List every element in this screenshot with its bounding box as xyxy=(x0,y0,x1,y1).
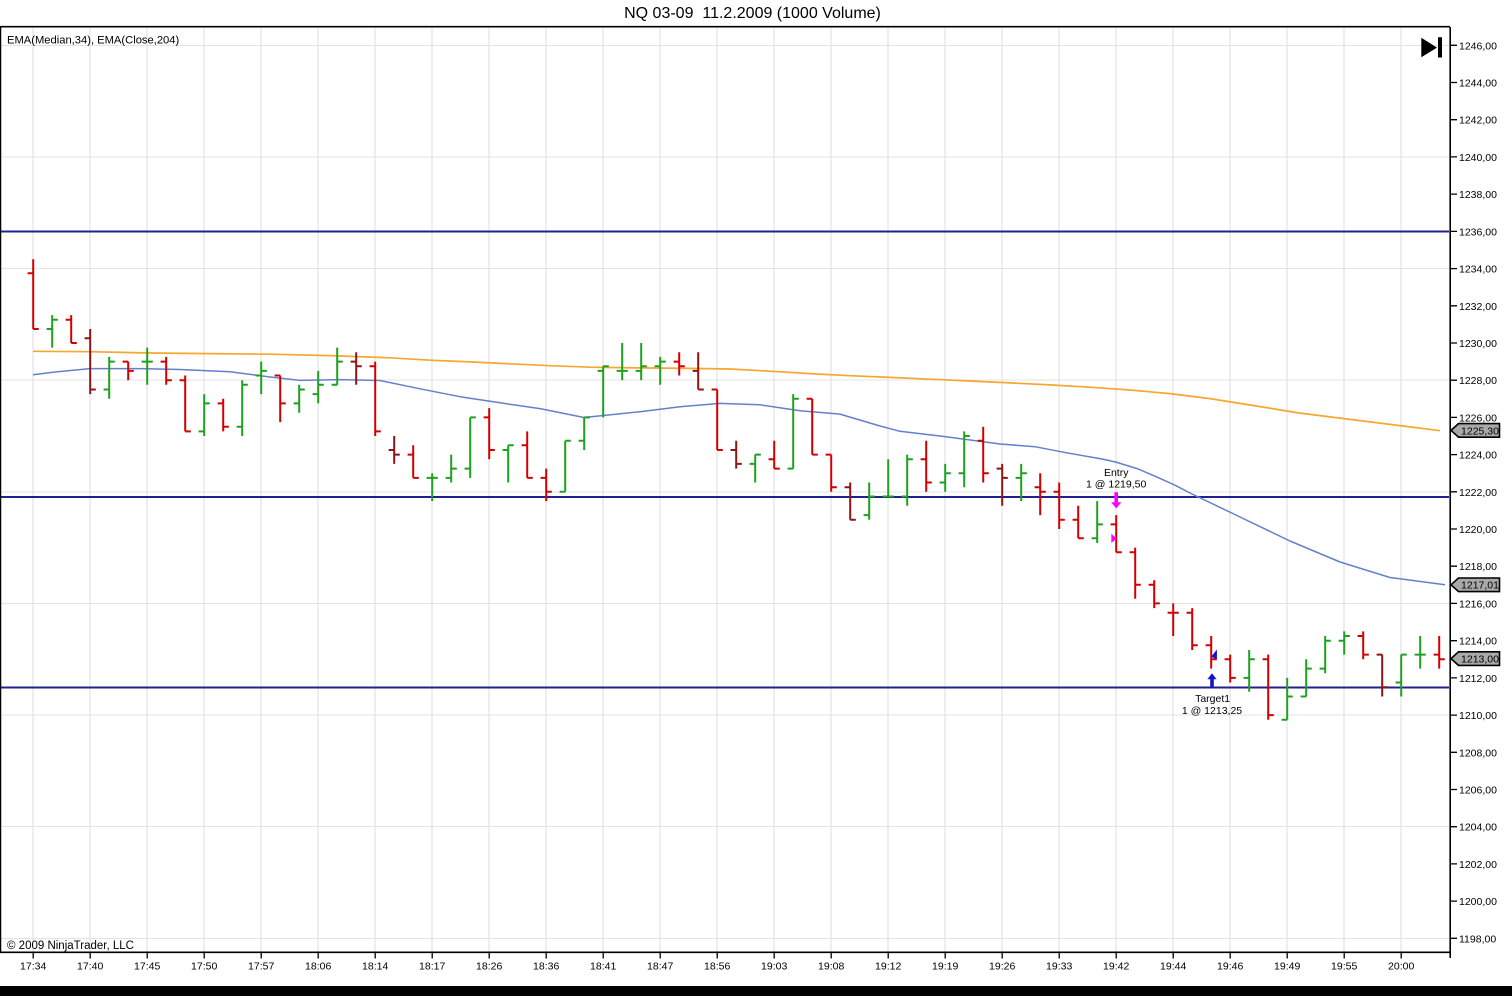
svg-text:1244,00: 1244,00 xyxy=(1459,78,1497,90)
svg-text:18:17: 18:17 xyxy=(419,961,445,973)
svg-text:19:46: 19:46 xyxy=(1217,961,1243,973)
svg-text:18:26: 18:26 xyxy=(476,961,502,973)
svg-text:17:50: 17:50 xyxy=(191,961,217,973)
svg-text:1218,00: 1218,00 xyxy=(1459,561,1497,573)
svg-text:Entry: Entry xyxy=(1104,467,1129,479)
svg-text:1226,00: 1226,00 xyxy=(1459,412,1497,424)
svg-text:1 @ 1213,25: 1 @ 1213,25 xyxy=(1182,705,1242,717)
svg-text:18:14: 18:14 xyxy=(362,961,388,973)
svg-text:19:49: 19:49 xyxy=(1274,961,1300,973)
svg-text:19:19: 19:19 xyxy=(932,961,958,973)
svg-text:1230,00: 1230,00 xyxy=(1459,338,1497,350)
svg-text:19:08: 19:08 xyxy=(818,961,844,973)
svg-text:18:47: 18:47 xyxy=(647,961,673,973)
svg-text:19:03: 19:03 xyxy=(761,961,787,973)
svg-text:1224,00: 1224,00 xyxy=(1459,450,1497,462)
svg-text:1220,00: 1220,00 xyxy=(1459,524,1497,536)
svg-text:1 @ 1219,50: 1 @ 1219,50 xyxy=(1086,479,1146,491)
svg-text:1238,00: 1238,00 xyxy=(1459,189,1497,201)
svg-text:18:36: 18:36 xyxy=(533,961,559,973)
svg-text:1200,00: 1200,00 xyxy=(1459,896,1497,908)
svg-text:1208,00: 1208,00 xyxy=(1459,747,1497,759)
svg-text:19:12: 19:12 xyxy=(875,961,901,973)
svg-text:NQ 03-09 11.2.2009 (1000 Volu: NQ 03-09 11.2.2009 (1000 Volume) xyxy=(624,5,881,22)
svg-text:17:45: 17:45 xyxy=(134,961,160,973)
svg-text:20:00: 20:00 xyxy=(1388,961,1414,973)
svg-text:19:26: 19:26 xyxy=(989,961,1015,973)
svg-text:1225,30: 1225,30 xyxy=(1461,425,1499,437)
svg-text:EMA(Median,34), EMA(Close,204): EMA(Median,34), EMA(Close,204) xyxy=(7,35,180,47)
svg-text:19:44: 19:44 xyxy=(1160,961,1186,973)
svg-text:1210,00: 1210,00 xyxy=(1459,710,1497,722)
svg-text:18:56: 18:56 xyxy=(704,961,730,973)
svg-text:19:42: 19:42 xyxy=(1103,961,1129,973)
svg-text:18:06: 18:06 xyxy=(305,961,331,973)
svg-text:19:33: 19:33 xyxy=(1046,961,1072,973)
svg-text:1202,00: 1202,00 xyxy=(1459,859,1497,871)
svg-text:1213,00: 1213,00 xyxy=(1461,654,1499,666)
svg-text:1242,00: 1242,00 xyxy=(1459,115,1497,127)
svg-text:Target1: Target1 xyxy=(1195,693,1230,705)
svg-text:1216,00: 1216,00 xyxy=(1459,598,1497,610)
svg-text:1214,00: 1214,00 xyxy=(1459,636,1497,648)
svg-text:1234,00: 1234,00 xyxy=(1459,264,1497,276)
svg-text:18:41: 18:41 xyxy=(590,961,616,973)
svg-text:1246,00: 1246,00 xyxy=(1459,40,1497,52)
svg-text:1222,00: 1222,00 xyxy=(1459,487,1497,499)
svg-text:1206,00: 1206,00 xyxy=(1459,785,1497,797)
svg-text:1217,01: 1217,01 xyxy=(1461,580,1499,592)
svg-text:17:34: 17:34 xyxy=(20,961,46,973)
svg-text:1198,00: 1198,00 xyxy=(1459,933,1496,945)
svg-text:1240,00: 1240,00 xyxy=(1459,152,1497,164)
svg-text:17:40: 17:40 xyxy=(77,961,103,973)
svg-text:1212,00: 1212,00 xyxy=(1459,673,1497,685)
svg-text:1232,00: 1232,00 xyxy=(1459,301,1497,313)
svg-text:© 2009 NinjaTrader, LLC: © 2009 NinjaTrader, LLC xyxy=(7,940,134,952)
svg-text:1204,00: 1204,00 xyxy=(1459,822,1497,834)
svg-text:1236,00: 1236,00 xyxy=(1459,226,1497,238)
svg-text:19:55: 19:55 xyxy=(1331,961,1357,973)
svg-text:1228,00: 1228,00 xyxy=(1459,375,1497,387)
svg-text:17:57: 17:57 xyxy=(248,961,274,973)
